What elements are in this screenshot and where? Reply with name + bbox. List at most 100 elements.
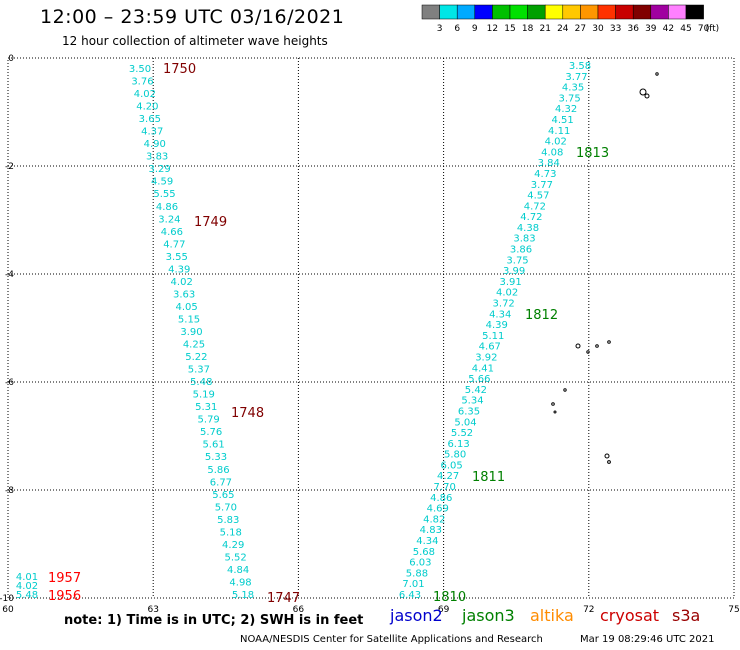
island-outline — [551, 402, 555, 406]
island-outline — [563, 388, 567, 392]
wave-height-value: 4.90 — [144, 139, 166, 150]
wave-height-value: 3.72 — [493, 299, 515, 310]
wave-height-value: 3.92 — [475, 352, 497, 363]
scale-tick-label: 24 — [557, 24, 569, 34]
wave-height-value: 4.32 — [555, 104, 577, 115]
wave-height-value: 4.41 — [472, 363, 494, 374]
wave-height-value: 4.34 — [416, 536, 438, 547]
wave-height-value: 5.88 — [406, 568, 428, 579]
wave-height-value: 4.38 — [517, 223, 539, 234]
satellite-s3a-label: s3a — [672, 606, 701, 625]
pass-time-label: 1812 — [525, 308, 558, 323]
pass-time-label: 1811 — [472, 470, 505, 485]
pass-time-label: 1813 — [576, 146, 609, 161]
wave-height-value: 3.90 — [180, 327, 202, 338]
wave-height-value: 4.05 — [175, 302, 197, 313]
scale-tick-label: 30 — [592, 24, 604, 34]
wave-height-value: 5.70 — [215, 502, 237, 513]
latitude-label: -8 — [5, 486, 14, 496]
latitude-label: 0 — [8, 54, 14, 64]
wave-height-value: 3.55 — [166, 252, 188, 263]
scale-tick-label: 18 — [522, 24, 534, 34]
pass-time-label: 1748 — [231, 406, 264, 421]
page-title: 12:00 – 23:59 UTC 03/16/2021 — [40, 6, 345, 28]
satellite-cryosat-label: cryosat — [600, 606, 660, 625]
pass-time-label: 1747 — [267, 591, 300, 606]
island-outline — [595, 344, 599, 348]
wave-height-value: 4.72 — [524, 201, 546, 212]
wave-height-value: 4.67 — [479, 342, 501, 353]
island-outline — [639, 88, 647, 96]
wave-height-value: 4.39 — [168, 264, 190, 275]
wave-height-value: 4.51 — [552, 115, 574, 126]
wave-height-value: 3.91 — [499, 277, 521, 288]
wave-height-value: 3.77 — [565, 72, 587, 83]
wave-height-value: 4.77 — [163, 239, 185, 250]
wave-height-value: 5.31 — [195, 402, 217, 413]
wave-height-value: 4.69 — [427, 504, 449, 515]
wave-height-value: 4.86 — [430, 493, 452, 504]
wave-height-value: 5.33 — [205, 452, 227, 463]
wave-height-value: 4.27 — [437, 471, 459, 482]
wave-height-value: 5.80 — [444, 450, 466, 461]
longitude-label: 72 — [583, 605, 594, 615]
wave-height-value: 6.43 — [399, 590, 421, 601]
wave-height-value: 4.02 — [545, 137, 567, 148]
wave-height-value: 3.65 — [139, 114, 161, 125]
wave-height-value: 3.77 — [531, 180, 553, 191]
scale-tick-label: 6 — [454, 24, 460, 34]
wave-height-value: 5.19 — [193, 390, 215, 401]
island-outline — [607, 460, 611, 464]
scale-tick-label: 33 — [610, 24, 621, 34]
wave-height-value: 4.01 — [16, 572, 38, 583]
wave-height-value: 5.86 — [207, 465, 229, 476]
scale-unit-label: (ft) — [706, 24, 720, 34]
wave-height-value: 7.70 — [434, 482, 456, 493]
wave-height-value: 4.86 — [156, 202, 178, 213]
wave-height-value: 6.35 — [458, 406, 480, 417]
scale-tick-label: 3 — [437, 24, 443, 34]
scale-tick-label: 15 — [504, 24, 515, 34]
satellite-jason2-label: jason2 — [390, 606, 443, 625]
longitude-label: 63 — [147, 605, 158, 615]
wave-height-value: 3.24 — [158, 214, 180, 225]
wave-height-value: 4.35 — [562, 83, 584, 94]
wave-height-value: 5.37 — [188, 365, 210, 376]
wave-height-value: 5.18 — [220, 527, 242, 538]
wave-height-value: 6.05 — [440, 460, 462, 471]
wave-height-value: 5.55 — [153, 189, 175, 200]
wave-height-value: 4.25 — [183, 340, 205, 351]
island-outline — [575, 343, 581, 349]
wave-height-value: 4.98 — [229, 577, 251, 588]
scale-tick-label: 39 — [645, 24, 657, 34]
scale-tick-label: 12 — [487, 24, 498, 34]
island-outline — [607, 340, 611, 344]
satellite-altika-label: altika — [530, 606, 574, 625]
wave-height-value: 4.34 — [489, 309, 511, 320]
wave-height-value: 5.61 — [202, 440, 224, 451]
wave-height-value: 5.11 — [482, 331, 504, 342]
credit-text: NOAA/NESDIS Center for Satellite Applica… — [240, 634, 543, 645]
wave-height-value: 3.83 — [513, 234, 535, 245]
wave-height-value: 5.79 — [198, 415, 220, 426]
island-outline — [604, 453, 610, 459]
wave-height-value: 5.48 — [16, 590, 38, 601]
wave-height-value: 4.02 — [496, 288, 518, 299]
latitude-label: -2 — [5, 162, 14, 172]
wave-height-value: 5.15 — [178, 314, 200, 325]
wave-height-value: 4.08 — [541, 147, 563, 158]
wave-height-value: 4.02 — [171, 277, 193, 288]
wave-height-value: 4.66 — [161, 227, 183, 238]
island-outline — [553, 410, 557, 414]
satellite-jason3-label: jason3 — [462, 606, 515, 625]
pass-time-label: 1750 — [163, 62, 196, 77]
latitude-label: -4 — [5, 270, 14, 280]
island-outline — [644, 93, 650, 99]
wave-height-value: 4.37 — [141, 127, 163, 138]
wave-height-value: 3.63 — [173, 289, 195, 300]
wave-height-value: 5.52 — [451, 428, 473, 439]
wave-height-value: 5.48 — [190, 377, 212, 388]
latitude-label: -6 — [5, 378, 14, 388]
scale-tick-label: 42 — [663, 24, 674, 34]
longitude-label: 75 — [728, 605, 739, 615]
